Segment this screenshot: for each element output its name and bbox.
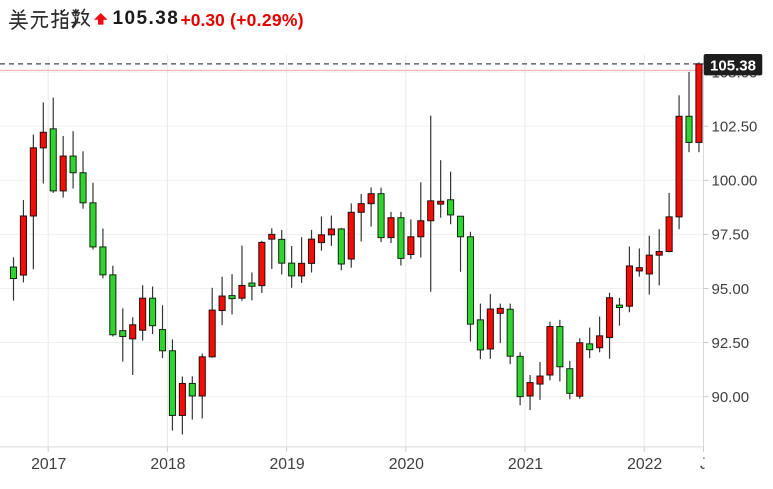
svg-text:95.00: 95.00	[712, 281, 750, 298]
svg-text:2020: 2020	[389, 456, 424, 473]
svg-text:2019: 2019	[270, 456, 305, 473]
svg-text:90.00: 90.00	[712, 389, 750, 406]
svg-text:105.38: 105.38	[710, 57, 756, 74]
svg-text:100.00: 100.00	[712, 173, 758, 190]
svg-text:2017: 2017	[31, 456, 66, 473]
svg-text:92.50: 92.50	[712, 335, 750, 352]
svg-text:2018: 2018	[150, 456, 185, 473]
svg-text:97.50: 97.50	[712, 227, 750, 244]
svg-text:102.50: 102.50	[712, 119, 758, 136]
svg-text:2022: 2022	[627, 456, 662, 473]
svg-text:Jul: Jul	[700, 455, 721, 473]
svg-text:2021: 2021	[508, 456, 543, 473]
